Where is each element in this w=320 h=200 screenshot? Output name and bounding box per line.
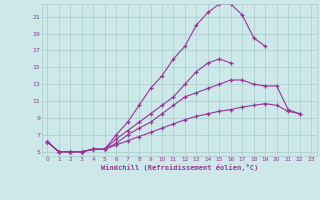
X-axis label: Windchill (Refroidissement éolien,°C): Windchill (Refroidissement éolien,°C) <box>100 164 258 171</box>
